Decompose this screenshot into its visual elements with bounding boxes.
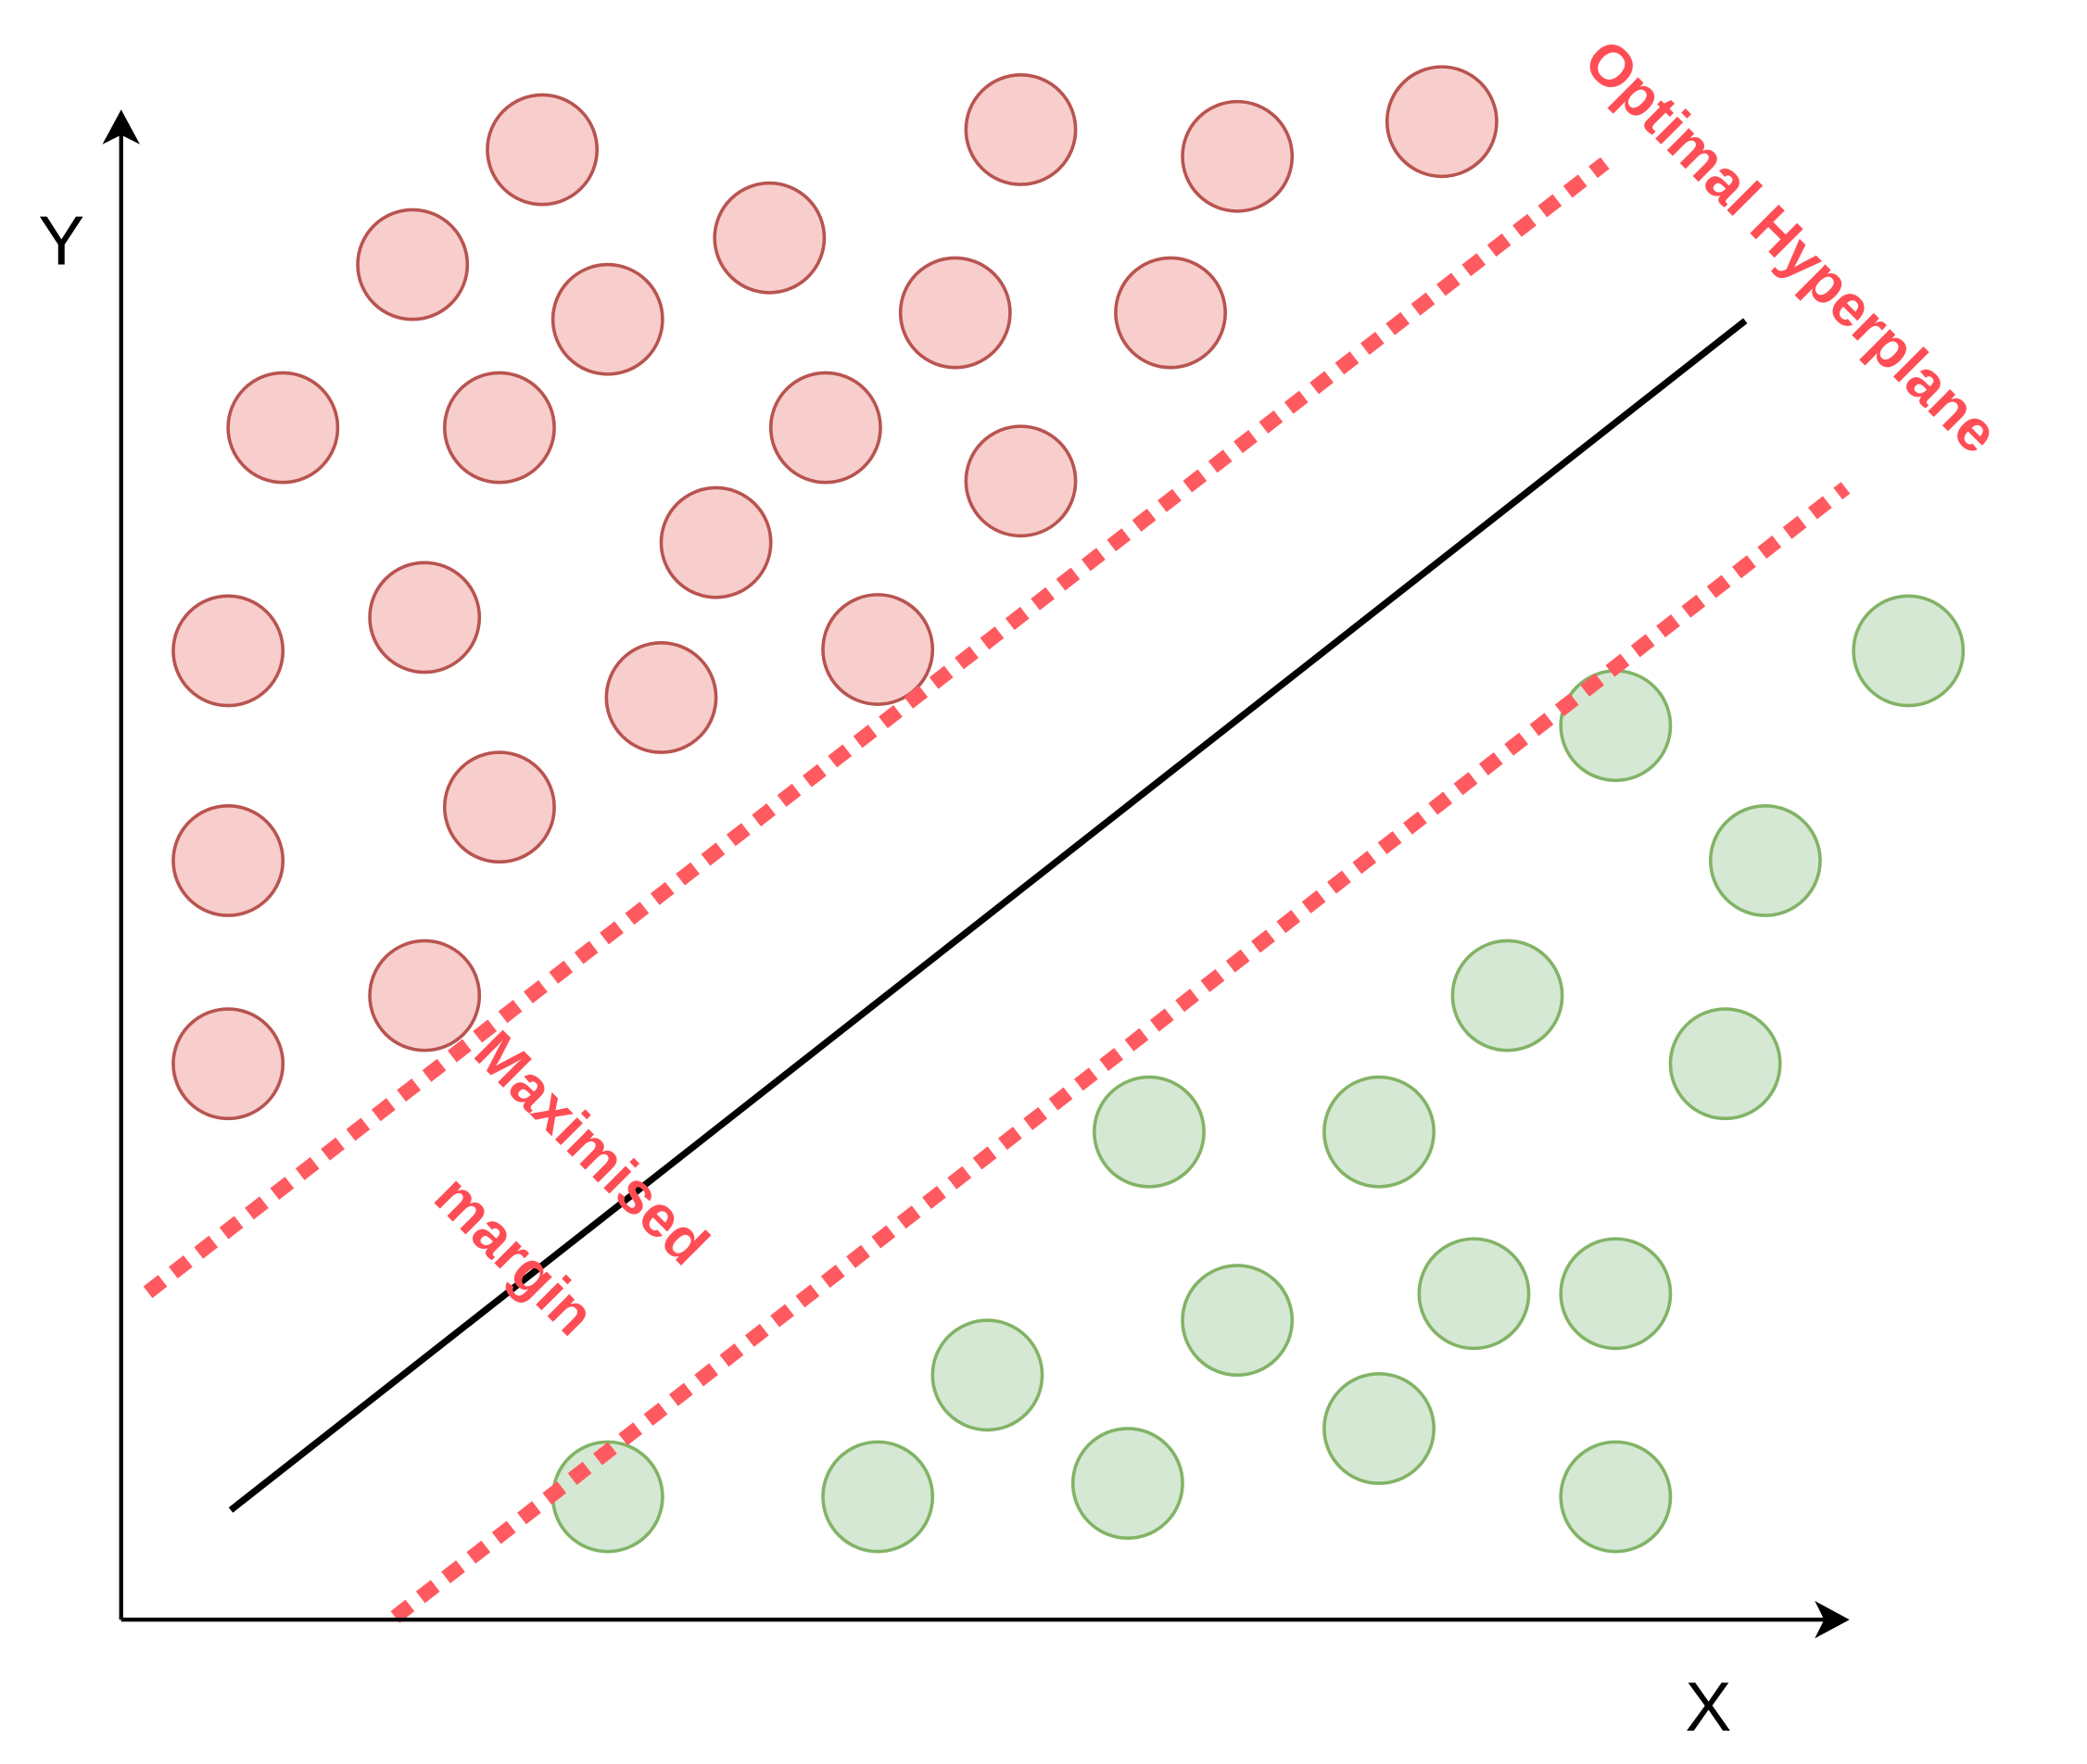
class-a-point: [898, 256, 1012, 370]
class-b-point: [1559, 1237, 1673, 1351]
x-axis-arrow: [1815, 1601, 1850, 1639]
class-a-point: [442, 371, 556, 485]
y-axis-arrow: [102, 109, 140, 145]
class-a-point: [964, 424, 1078, 538]
class-b-point: [1093, 1075, 1206, 1189]
class-b-point: [1322, 1372, 1436, 1485]
class-a-point: [171, 803, 285, 917]
class-b-point: [1450, 939, 1564, 1052]
class-a-point: [659, 485, 773, 599]
margin-line-lower: [390, 482, 1851, 1623]
class-b-point: [1852, 594, 1966, 708]
class-a-point: [442, 750, 556, 864]
points: [171, 65, 1966, 1554]
class-b-point: [1417, 1237, 1531, 1351]
class-a-point: [768, 371, 882, 485]
class-a-point: [226, 371, 340, 485]
class-b-point: [821, 1440, 935, 1554]
hyperplane-line: [228, 318, 1748, 1513]
class-b-point: [930, 1318, 1044, 1432]
class-b-point: [1668, 1007, 1782, 1121]
class-a-point: [550, 262, 664, 376]
class-a-point: [821, 593, 935, 706]
class-a-point: [964, 72, 1078, 186]
class-a-point: [368, 939, 482, 1052]
class-a-point: [368, 561, 482, 674]
class-b-point: [1559, 669, 1673, 783]
class-b-point: [1181, 1264, 1295, 1378]
class-a-point: [1181, 99, 1295, 213]
hyperplane-label: Optimal Hyperplane: [1572, 28, 2010, 466]
class-a-point: [604, 641, 718, 754]
class-a-point: [1114, 256, 1227, 370]
x-axis-label: X: [1685, 1668, 1731, 1745]
class-a-point: [713, 181, 827, 295]
class-a-point: [171, 594, 285, 708]
class-a-point: [171, 1007, 285, 1121]
class-a-point: [1385, 65, 1499, 179]
class-b-point: [1559, 1440, 1673, 1554]
class-a-point: [486, 93, 600, 207]
class-b-point: [1322, 1075, 1436, 1189]
margin-label: margin: [422, 1164, 606, 1348]
class-b-point: [1070, 1427, 1184, 1541]
class-a-point: [356, 208, 470, 321]
y-axis-label: Y: [38, 202, 84, 280]
margin-line-upper: [143, 157, 1610, 1299]
class-b-point: [1708, 803, 1822, 917]
